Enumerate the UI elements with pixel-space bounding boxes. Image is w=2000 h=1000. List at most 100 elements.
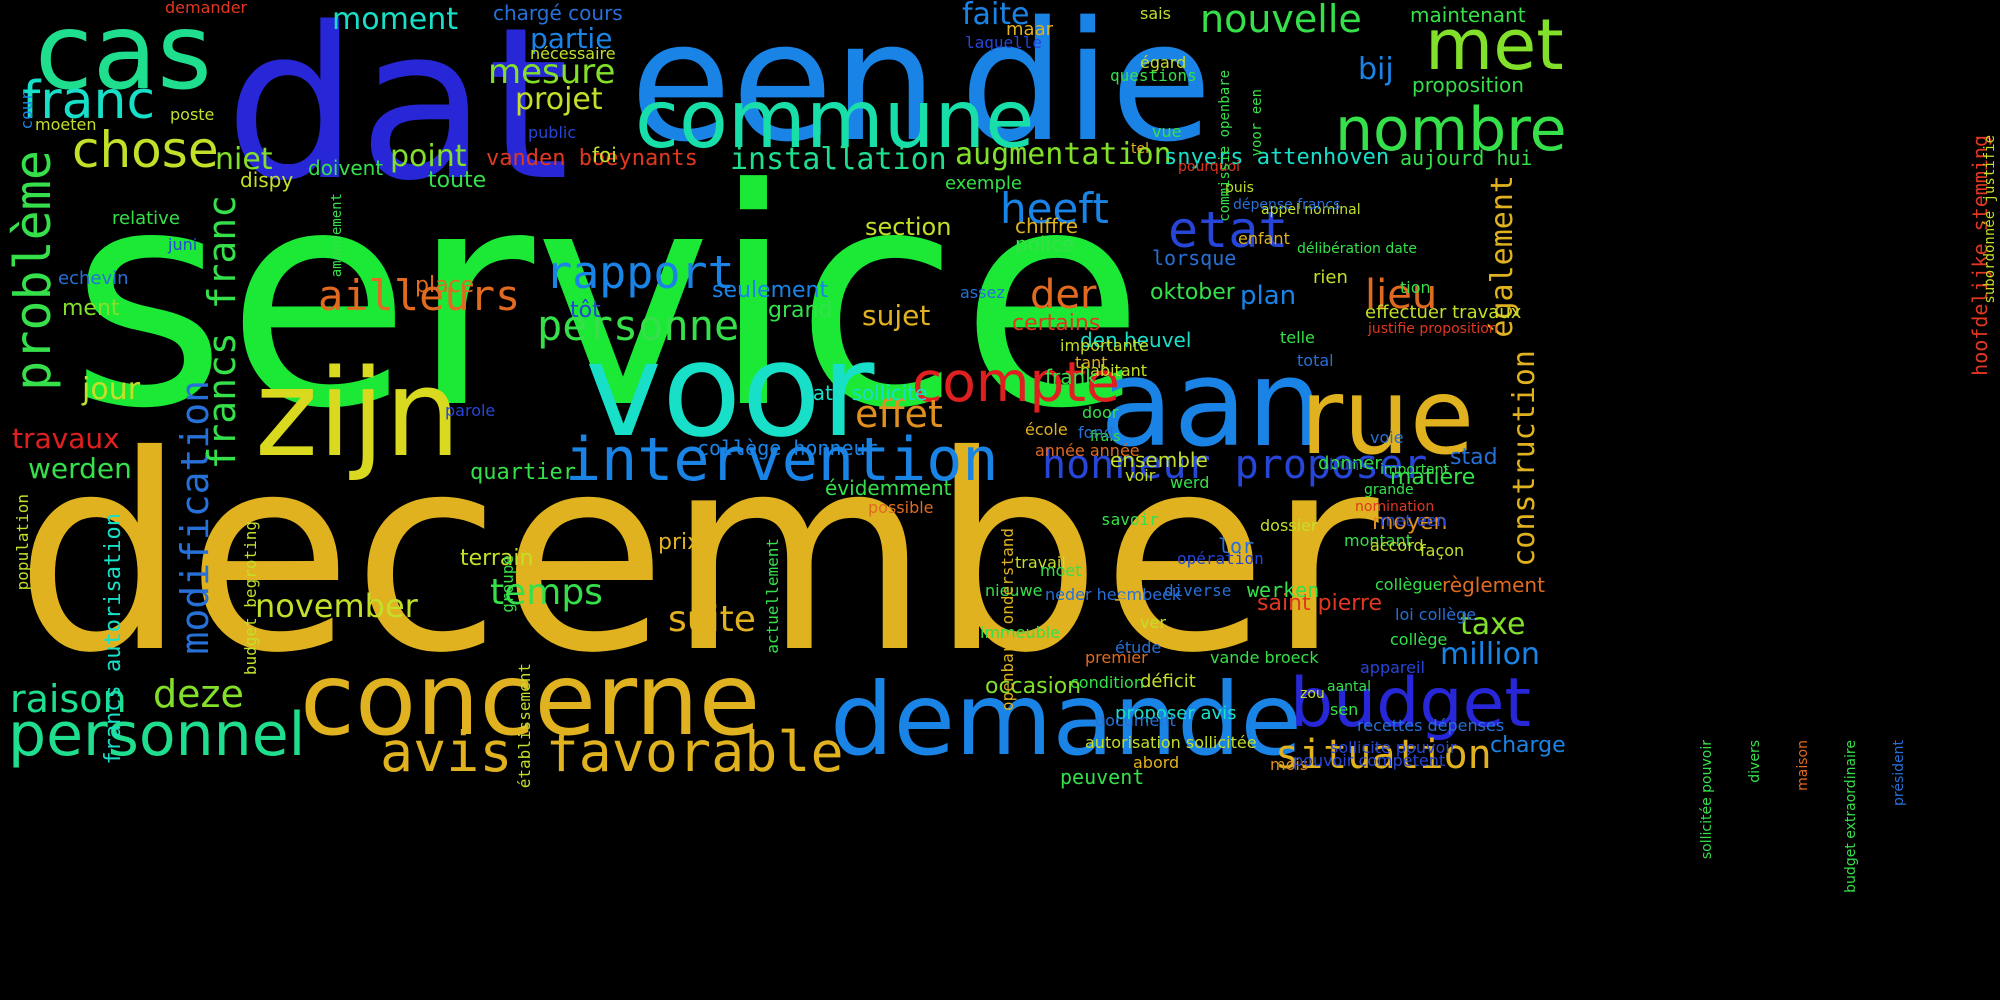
cloud-word: nieuwe: [985, 581, 1043, 600]
cloud-word: établissement: [515, 663, 534, 789]
cloud-word: document: [1095, 711, 1176, 730]
cloud-word: quartier: [470, 460, 576, 485]
cloud-word: pouvoir compétent: [1293, 751, 1446, 770]
cloud-word: service: [70, 125, 1145, 474]
cloud-word: vanden boeynants: [486, 146, 698, 171]
cloud-word: appel nominal: [1261, 202, 1361, 218]
cloud-word: problème: [4, 150, 62, 391]
cloud-word: actuellement: [763, 538, 782, 654]
cloud-word: echevin: [58, 268, 129, 289]
cloud-word: section: [865, 213, 952, 241]
cloud-word: école: [1025, 420, 1068, 439]
cloud-word: maar: [1006, 19, 1053, 40]
cloud-word: projet: [515, 82, 603, 117]
cloud-word: ver: [1140, 613, 1166, 632]
cloud-word: fond: [1078, 423, 1114, 442]
cloud-word: tion: [1400, 278, 1431, 297]
cloud-word: etat: [1168, 201, 1289, 259]
cloud-word: laquelle: [965, 33, 1043, 52]
cloud-word: voir: [1125, 466, 1156, 485]
cloud-word: november: [255, 587, 418, 625]
cloud-word: total: [1297, 351, 1334, 370]
cloud-word: compte: [912, 350, 1120, 414]
cloud-word: aan: [1100, 335, 1324, 474]
cloud-word: règlement: [1442, 573, 1545, 597]
cloud-word: public: [528, 123, 577, 142]
cloud-word: questions: [1110, 66, 1197, 85]
cloud-word: possible: [868, 498, 934, 517]
cloud-word: collège: [1390, 630, 1448, 649]
cloud-word: lorsque: [1152, 246, 1237, 270]
cloud-word: cas: [35, 0, 212, 113]
cloud-word: rapport: [545, 246, 735, 299]
cloud-word: moyen: [1372, 510, 1448, 535]
cloud-word: sen: [1330, 700, 1359, 719]
cloud-word: point: [390, 139, 467, 174]
cloud-word: aantal: [1327, 679, 1371, 695]
cloud-word: grande: [1364, 482, 1414, 498]
cloud-word: lieu: [1365, 272, 1438, 318]
cloud-word: justifie proposition: [1368, 321, 1498, 337]
cloud-word: concerne: [300, 641, 761, 758]
cloud-word: population: [13, 494, 32, 591]
cloud-word: die: [960, 0, 1213, 178]
cloud-word: maintenant: [1410, 3, 1526, 27]
cloud-word: effectuer travaux: [1365, 302, 1522, 323]
cloud-word: personnel: [8, 700, 306, 770]
cloud-word: loi collège: [1395, 605, 1477, 624]
cloud-word: travail: [1015, 553, 1066, 572]
cloud-word: situation: [1275, 732, 1492, 778]
cloud-word: égard: [1140, 53, 1187, 72]
cloud-word: divers: [1747, 740, 1763, 783]
cloud-word: snyers attenhoven: [1164, 145, 1390, 170]
cloud-word: autorisation sollicitée: [1085, 733, 1257, 752]
cloud-word: moet: [1040, 561, 1082, 580]
cloud-word: dépense francs: [1233, 197, 1341, 213]
cloud-word: dispy: [240, 168, 294, 192]
cloud-word: cour: [17, 91, 36, 130]
cloud-word: ment: [62, 296, 120, 321]
cloud-word: évidemment: [825, 476, 952, 500]
cloud-word: premier: [1085, 648, 1148, 667]
cloud-word: toute: [428, 168, 487, 193]
cloud-word: voor een: [1249, 89, 1265, 157]
cloud-word: diverse: [1164, 581, 1232, 600]
cloud-word: construction: [1507, 350, 1542, 567]
cloud-word: jour: [82, 372, 141, 407]
cloud-word: bij: [1358, 52, 1394, 87]
cloud-word: pourquoi: [1178, 159, 1241, 175]
cloud-word: amendement: [329, 193, 345, 278]
cloud-word: puis: [1225, 180, 1254, 196]
cloud-word: telle: [1280, 328, 1315, 347]
cloud-word: voor: [585, 314, 875, 466]
cloud-word: nomination: [1355, 499, 1435, 515]
cloud-word: vue: [1152, 122, 1182, 141]
cloud-word: chiffre: [1015, 214, 1079, 238]
cloud-word: hun: [1329, 455, 1360, 474]
cloud-word: charge: [1490, 733, 1566, 758]
cloud-word: travaux: [12, 422, 120, 455]
cloud-word: francs franc: [200, 195, 244, 470]
cloud-word: savoir: [1101, 510, 1159, 529]
cloud-word: importante: [1060, 336, 1149, 355]
cloud-word: budget begroting: [241, 521, 260, 676]
cloud-word: met: [1425, 4, 1564, 86]
cloud-word: parole: [445, 401, 496, 420]
cloud-word: faite: [962, 0, 1030, 32]
cloud-word: francs autorisation: [101, 513, 126, 765]
cloud-word: opération: [1177, 549, 1264, 568]
cloud-word: commissie openbare: [1217, 70, 1233, 222]
cloud-word: niet: [215, 142, 273, 177]
cloud-word: mesure: [488, 52, 616, 92]
cloud-word: ailleurs: [318, 271, 521, 320]
cloud-word: dat: [225, 0, 570, 227]
cloud-word: poste: [170, 105, 215, 124]
cloud-word: groupe: [498, 555, 517, 613]
cloud-word: door: [1082, 403, 1119, 422]
cloud-word: oktober: [1150, 280, 1235, 305]
cloud-word: délibération date: [1297, 241, 1417, 257]
cloud-word: rien: [1313, 267, 1348, 288]
cloud-word: sujet: [862, 299, 931, 332]
cloud-word: december: [15, 397, 1379, 712]
